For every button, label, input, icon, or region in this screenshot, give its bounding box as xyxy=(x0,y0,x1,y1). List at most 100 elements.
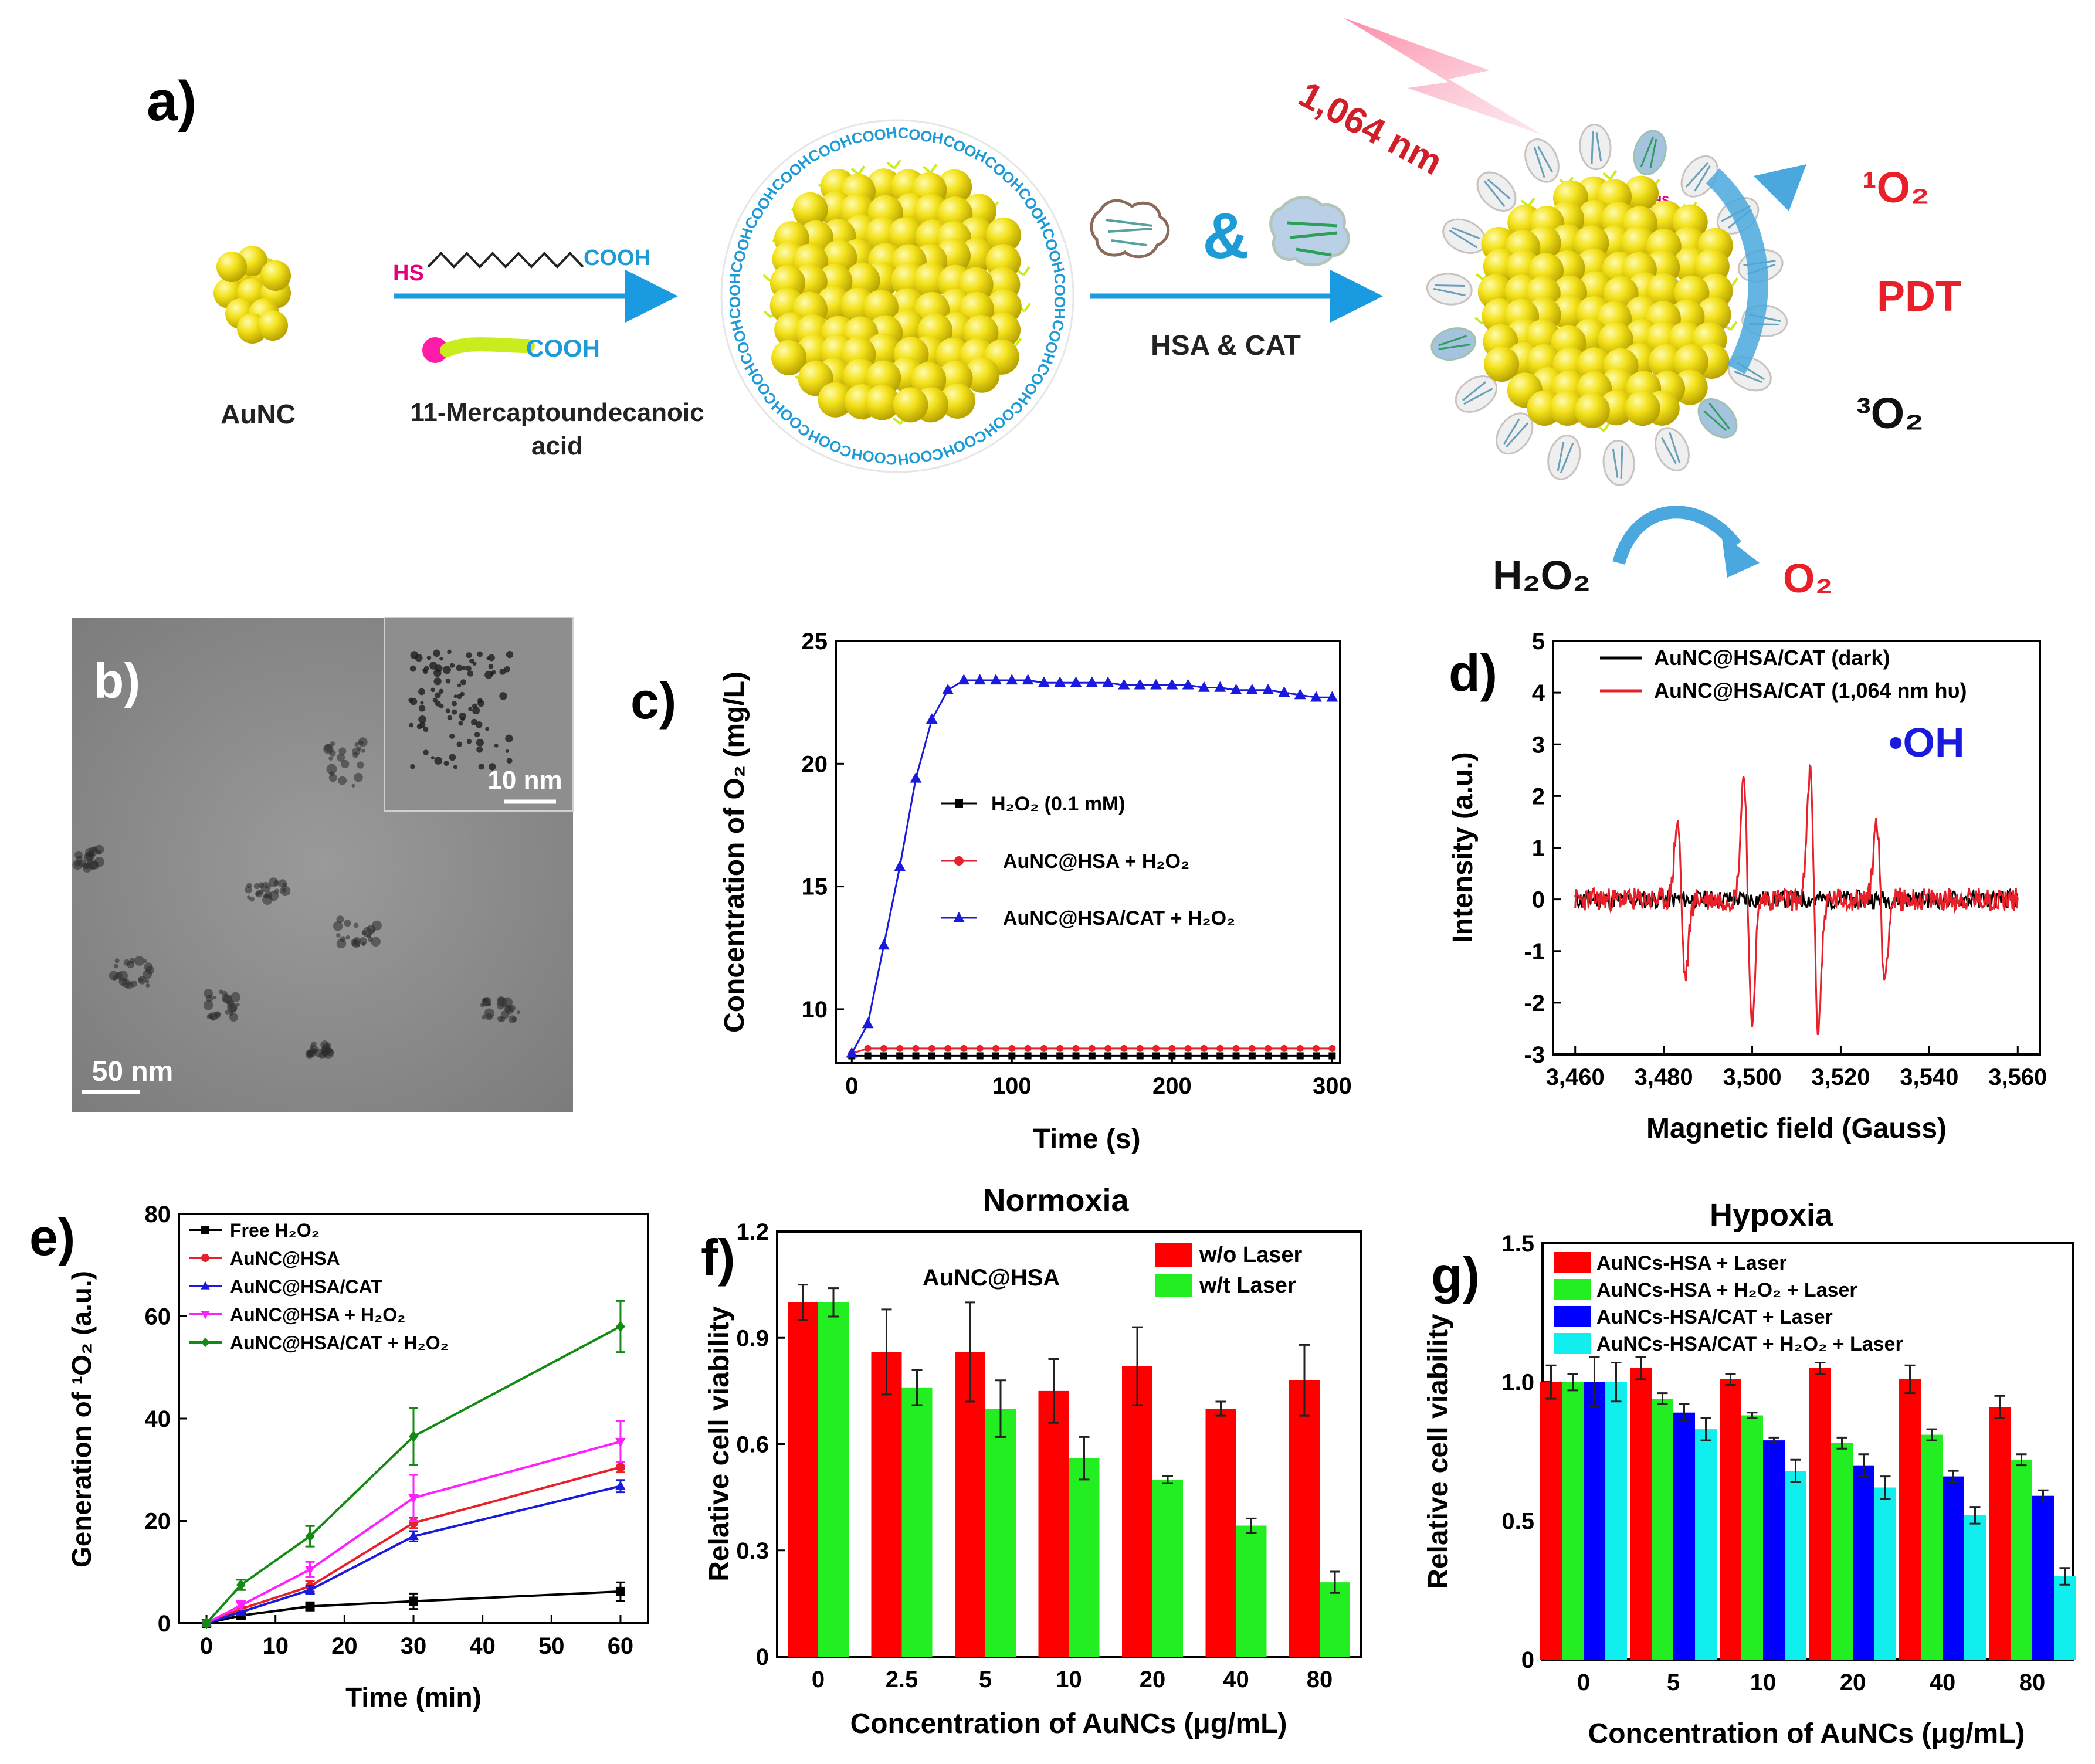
legend-e-marker xyxy=(201,1226,209,1234)
tem-inset-particle xyxy=(467,670,474,677)
tem-particle xyxy=(230,992,241,1003)
error-bar-g xyxy=(2016,1453,2027,1467)
tem-particle xyxy=(371,937,381,947)
bar-f xyxy=(1289,1380,1320,1657)
x-tick-label-e: 10 xyxy=(262,1633,289,1659)
x-tick-label-g: 80 xyxy=(2019,1670,2046,1695)
tem-particle xyxy=(323,744,334,755)
tem-particle xyxy=(482,997,491,1006)
error-bar-g xyxy=(2059,1567,2070,1586)
gold-atom xyxy=(1598,322,1633,358)
data-point-c xyxy=(1134,679,1146,690)
tem-inset-particle xyxy=(485,727,490,731)
tem-particle xyxy=(94,844,104,854)
cooh-ligand-label: COOH xyxy=(981,152,1027,195)
tem-inset-particle xyxy=(449,754,456,761)
x-tick-label-g: 20 xyxy=(1840,1670,1866,1695)
panel-label-g: g) xyxy=(1431,1246,1480,1304)
data-point-c xyxy=(864,1044,872,1052)
x-tick-label-e: 60 xyxy=(608,1633,634,1659)
bar-g xyxy=(1605,1382,1627,1660)
tem-particle xyxy=(114,958,120,964)
tem-inset-particle xyxy=(476,721,483,728)
bar-g xyxy=(1853,1465,1874,1660)
tem-inset-particle xyxy=(433,677,442,686)
cooh-ligand-label: COOH xyxy=(897,445,944,469)
xlabel-e: Time (min) xyxy=(345,1682,482,1712)
error-bar-f xyxy=(1215,1400,1226,1417)
triplet-oxygen-label: ³O₂ xyxy=(1856,389,1924,437)
data-point-c xyxy=(1200,1044,1208,1052)
tem-particle xyxy=(333,921,343,931)
y-tick-label-d: 1 xyxy=(1532,836,1545,861)
data-point-c xyxy=(1022,674,1034,685)
ligand-icon: COOH xyxy=(422,334,600,363)
legend-e-label: AuNC@HSA/CAT xyxy=(230,1276,382,1297)
ligand-head-icon xyxy=(422,337,448,363)
y-tick-label-d: -1 xyxy=(1524,939,1545,965)
panel-label-a: a) xyxy=(147,70,196,133)
data-point-c xyxy=(1072,1052,1080,1060)
tem-particle xyxy=(517,1010,520,1015)
error-bar-f xyxy=(1048,1358,1059,1424)
data-point-c xyxy=(944,1044,952,1052)
data-point-c xyxy=(1248,1052,1256,1060)
data-point-c xyxy=(1038,676,1050,687)
y-tick-label-g: 1.5 xyxy=(1501,1231,1534,1257)
data-point-c xyxy=(1216,1044,1224,1052)
tem-inset-particle xyxy=(457,683,462,687)
tem-inset-particle xyxy=(460,679,466,686)
ylabel-c: Concentration of O₂ (mg/L) xyxy=(719,671,750,1033)
legend-e-marker xyxy=(201,1311,210,1319)
tem-particle xyxy=(482,1015,486,1020)
y-tick-label-e: 0 xyxy=(158,1611,171,1637)
thiol-hs-label: HS xyxy=(393,261,424,286)
tem-inset-particle xyxy=(418,688,425,696)
x-tick-label-e: 30 xyxy=(401,1633,427,1659)
error-bar-f xyxy=(995,1379,1006,1438)
error-bar-g xyxy=(1747,1412,1758,1419)
y-tick-label-f: 0.3 xyxy=(736,1538,769,1564)
cooh-ligand-label: COOH xyxy=(768,152,814,195)
xlabel-f: Concentration of AuNCs (μg/mL) xyxy=(850,1708,1287,1739)
cooh-ligand-label: COOH xyxy=(741,184,780,232)
cooh-ligand-label: COOH xyxy=(727,226,757,274)
data-point-c xyxy=(912,1052,920,1060)
legend-e-label: AuNC@HSA xyxy=(230,1248,340,1269)
error-bar-g xyxy=(1880,1475,1891,1500)
tem-inset-particle xyxy=(453,694,457,698)
tem-inset-particle xyxy=(505,734,513,742)
bar-g xyxy=(1720,1379,1741,1660)
data-point-c xyxy=(1008,1052,1016,1060)
data-point-c xyxy=(1200,1052,1208,1060)
cooh-ligand-label: COOH xyxy=(1051,273,1069,319)
hydroxyl-radical-label: •OH xyxy=(1889,720,1965,765)
legend-g-swatch xyxy=(1554,1333,1591,1354)
data-point-c xyxy=(1326,691,1338,702)
tem-inset-particle xyxy=(462,666,466,670)
tem-particle xyxy=(144,962,153,972)
tem-particle xyxy=(340,936,346,942)
tem-particle xyxy=(345,935,350,940)
tem-particle xyxy=(354,772,363,782)
tem-inset-particle xyxy=(420,701,424,705)
gold-atom xyxy=(986,217,1021,253)
legend-c-label-1: H₂O₂ (0.1 mM) xyxy=(991,793,1126,815)
tem-particle xyxy=(145,979,150,983)
error-bar-g xyxy=(1545,1364,1557,1400)
data-point-c xyxy=(926,713,938,724)
y-tick-label-c: 15 xyxy=(802,874,828,900)
tem-inset-particle xyxy=(415,654,423,662)
bar-f xyxy=(985,1409,1016,1657)
tem-particle xyxy=(508,1015,517,1023)
data-point-e xyxy=(305,1602,315,1612)
plot-frame-d xyxy=(1552,640,2041,1056)
legend-c-marker-1 xyxy=(955,799,963,808)
tem-inset-particle xyxy=(478,764,484,770)
cooh-ligand-label: COOH xyxy=(727,317,757,366)
legend-e-label: AuNC@HSA + H₂O₂ xyxy=(230,1304,405,1325)
thiol-cooh-label: COOH xyxy=(584,246,650,270)
y-tick-label-e: 80 xyxy=(145,1202,171,1227)
bar-g xyxy=(2054,1576,2076,1660)
legend-e-marker xyxy=(201,1337,209,1348)
